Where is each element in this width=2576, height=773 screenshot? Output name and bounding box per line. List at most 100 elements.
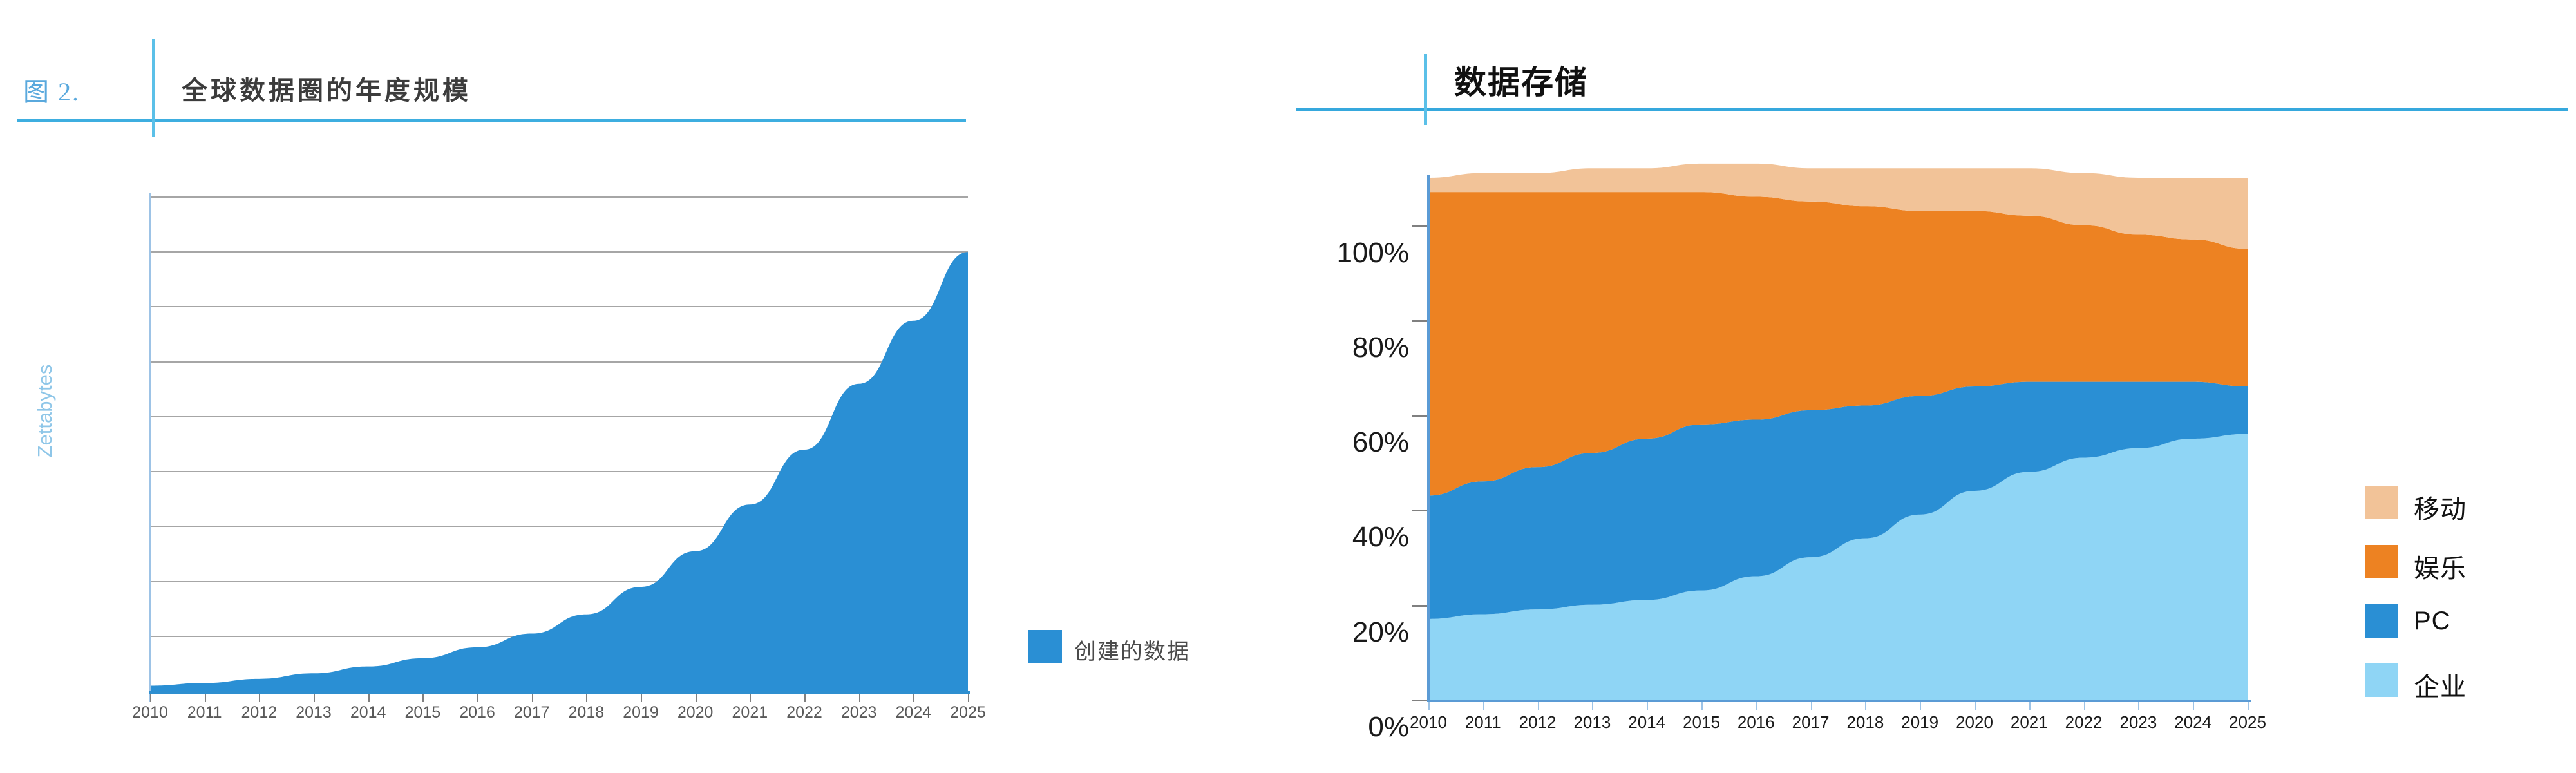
left-y-axis (149, 193, 151, 702)
x-tick-label: 2021 (2010, 712, 2048, 732)
x-tick-label: 2018 (1846, 712, 1884, 732)
x-tickmark (641, 694, 642, 702)
x-tick-label: 2022 (2065, 712, 2103, 732)
x-tick-label: 2014 (350, 703, 386, 721)
area-series (1428, 163, 2248, 249)
gridline (150, 361, 968, 363)
x-tickmark (1810, 702, 1812, 710)
x-tickmark (2248, 702, 2249, 710)
x-tick-label: 2025 (950, 703, 986, 721)
legend-swatch (2365, 545, 2398, 578)
x-tick-label: 2010 (132, 703, 168, 721)
x-tick-label: 2016 (1737, 712, 1775, 732)
x-tickmark (204, 694, 206, 702)
x-tickmark (259, 694, 261, 702)
x-tick-label: 2018 (568, 703, 605, 721)
x-tickmark (477, 694, 478, 702)
right-header-rule (1296, 108, 2568, 111)
x-tick-label: 2012 (241, 703, 278, 721)
x-tick-label: 2021 (732, 703, 768, 721)
legend-label: 娱乐 (2414, 555, 2467, 583)
x-tickmark (1865, 702, 1867, 710)
right-y-axis (1427, 175, 1430, 702)
gridline (150, 251, 968, 253)
y-tickmark (1412, 604, 1428, 607)
left-chart-panel: 图 2. 全球数据圈的年度规模 Zettabytes 0204060801001… (17, 39, 1190, 721)
x-tickmark (368, 694, 370, 702)
legend-swatch (2365, 486, 2398, 519)
x-tickmark (804, 694, 806, 702)
y-tick-label: 100% (1336, 236, 1409, 269)
y-tick-label: 80% (1352, 331, 1409, 363)
gridline (150, 471, 968, 473)
x-tickmark (586, 694, 588, 702)
x-tick-label: 2020 (1956, 712, 1993, 732)
left-x-axis (149, 691, 970, 694)
x-tick-label: 2020 (677, 703, 714, 721)
right-chart-panel: 数据存储 (1288, 0, 2576, 773)
x-tick-label: 2019 (623, 703, 659, 721)
y-tickmark (1412, 320, 1428, 322)
x-tick-label: 2023 (840, 703, 877, 721)
y-tick-label: 0% (1368, 711, 1409, 743)
y-tick-label: 40% (1352, 521, 1409, 553)
x-tick-label: 2011 (1464, 712, 1501, 732)
x-tickmark (1592, 702, 1594, 710)
x-tickmark (2193, 702, 2195, 710)
x-tickmark (1482, 702, 1484, 710)
x-tickmark (1537, 702, 1539, 710)
x-tickmark (2083, 702, 2085, 710)
x-tickmark (695, 694, 697, 702)
figure-number: 图 2. (23, 77, 80, 106)
x-tickmark (2138, 702, 2140, 710)
x-tickmark (858, 694, 860, 702)
x-tick-label: 2025 (2229, 712, 2266, 732)
y-tick-label: 60% (1352, 426, 1409, 459)
x-tick-label: 2014 (1628, 712, 1666, 732)
x-tick-label: 2012 (1519, 712, 1557, 732)
legend-label: PC (2414, 607, 2451, 635)
x-tickmark (1647, 702, 1649, 710)
gridline (150, 526, 968, 528)
x-tickmark (913, 694, 915, 702)
x-tick-label: 2024 (2174, 712, 2212, 732)
left-header-rule (17, 119, 966, 122)
y-tickmark (1412, 415, 1428, 417)
x-tickmark (750, 694, 752, 702)
area-series (1428, 434, 2248, 700)
x-tickmark (531, 694, 533, 702)
gridline (150, 306, 968, 308)
x-tick-label: 2016 (459, 703, 495, 721)
left-legend-label: 创建的数据 (1074, 640, 1190, 664)
legend-label: 企业 (2414, 673, 2467, 701)
x-tickmark (314, 694, 315, 702)
legend-label: 移动 (2414, 495, 2467, 524)
x-tick-label: 2015 (1683, 712, 1720, 732)
x-tick-label: 2010 (1410, 712, 1447, 732)
x-tickmark (968, 694, 969, 702)
left-chart-title: 全球数据圈的年度规模 (182, 76, 471, 105)
gridline (150, 415, 968, 417)
x-tick-label: 2011 (187, 703, 222, 721)
x-tickmark (1701, 702, 1703, 710)
legend-swatch (2365, 663, 2398, 697)
gridline (150, 196, 968, 198)
x-tick-label: 2024 (895, 703, 932, 721)
x-tick-label: 2019 (1901, 712, 1939, 732)
area-series (1428, 381, 2248, 619)
legend-swatch (2365, 604, 2398, 638)
gridline (150, 580, 968, 582)
x-tickmark (150, 694, 151, 702)
x-tickmark (1428, 702, 1430, 710)
x-tick-label: 2023 (2119, 712, 2157, 732)
y-tickmark (1412, 700, 1428, 701)
y-tickmark (1412, 225, 1428, 227)
x-tickmark (2029, 702, 2031, 710)
y-tick-label: 20% (1352, 616, 1409, 648)
right-chart-title: 数据存储 (1454, 64, 1588, 100)
left-legend-swatch (1028, 630, 1062, 663)
x-tickmark (422, 694, 424, 702)
x-tick-label: 2013 (296, 703, 332, 721)
